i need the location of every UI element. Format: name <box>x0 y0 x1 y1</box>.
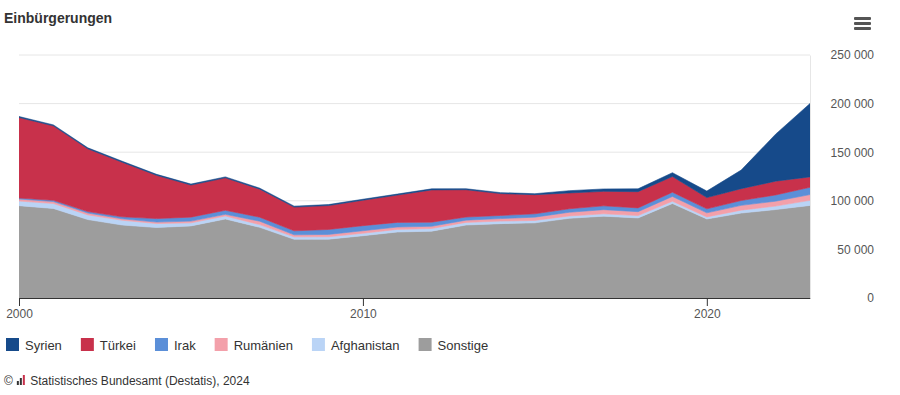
areas <box>19 104 810 298</box>
legend-swatch[interactable] <box>419 338 432 351</box>
y-axis-line <box>810 56 811 299</box>
legend-item[interactable]: Afghanistan <box>312 338 400 353</box>
legend-label[interactable]: Syrien <box>25 338 62 353</box>
y-tick-label: 150 000 <box>831 146 875 160</box>
y-axis: 0 50 000 100 000 150 000 200 000 250 000 <box>810 48 874 305</box>
menu-icon-bar[interactable] <box>854 22 871 25</box>
legend-swatch[interactable] <box>215 338 228 351</box>
legend-swatch[interactable] <box>6 338 19 351</box>
x-tick-label: 2010 <box>350 307 377 321</box>
x-axis-line <box>20 298 811 299</box>
source-copyright: © <box>4 374 13 388</box>
y-tick: 0 <box>810 291 874 305</box>
grid-line <box>19 55 810 56</box>
source-text: © Statistisches Bundesamt (Destatis), 20… <box>4 374 250 388</box>
legend-label[interactable]: Türkei <box>100 338 136 353</box>
menu-icon-bar[interactable] <box>854 27 871 30</box>
y-tick: 200 000 <box>810 97 874 111</box>
legend-label[interactable]: Irak <box>174 338 196 353</box>
x-axis: 2000 2010 2020 <box>6 298 810 321</box>
legend-item[interactable]: Syrien <box>6 338 62 353</box>
x-tick-label: 2020 <box>694 307 721 321</box>
y-tick-label: 50 000 <box>837 243 874 257</box>
legend-label[interactable]: Afghanistan <box>331 338 400 353</box>
x-tick: 2020 <box>694 298 721 321</box>
legend-swatch[interactable] <box>155 338 168 351</box>
source-logo-bar <box>20 378 22 385</box>
legend-label[interactable]: Rumänien <box>234 338 293 353</box>
legend-swatch[interactable] <box>312 338 325 351</box>
source-logo-bar <box>23 375 25 385</box>
y-tick-label: 100 000 <box>831 194 875 208</box>
menu-icon-bar[interactable] <box>854 17 871 20</box>
y-tick: 250 000 <box>810 48 874 62</box>
legend-swatch[interactable] <box>81 338 94 351</box>
source-rest: Statistisches Bundesamt (Destatis), 2024 <box>27 374 250 388</box>
title: Einbürgerungen <box>4 10 112 26</box>
grid-line <box>19 152 810 153</box>
grid-line <box>19 103 810 104</box>
area-syrien <box>19 104 810 208</box>
x-tick-mark <box>19 298 20 306</box>
y-tick: 50 000 <box>810 243 874 257</box>
x-tick-mark <box>363 298 364 306</box>
x-tick-label: 2000 <box>6 307 33 321</box>
legend-item[interactable]: Irak <box>155 338 196 353</box>
legend-label[interactable]: Sonstige <box>438 338 489 353</box>
source-logo <box>17 375 25 385</box>
legend-item[interactable]: Sonstige <box>419 338 489 353</box>
y-tick-label: 250 000 <box>831 48 875 62</box>
menu-icon[interactable] <box>854 17 871 30</box>
x-tick: 2000 <box>6 298 33 321</box>
source: © Statistisches Bundesamt (Destatis), 20… <box>4 374 250 388</box>
legend: Syrien Türkei Irak Rumänien Afghanistan Sonst… <box>6 338 488 353</box>
y-tick: 150 000 <box>810 146 874 160</box>
y-tick: 100 000 <box>810 194 874 208</box>
grid <box>19 55 810 298</box>
x-tick: 2010 <box>350 298 377 321</box>
area-t-rkei <box>19 118 810 231</box>
legend-item[interactable]: Türkei <box>81 338 136 353</box>
chart: Einbürgerungen 2000 2010 2020 0 50 000 100 000… <box>0 0 900 395</box>
y-tick-label: 200 000 <box>831 97 875 111</box>
x-tick-mark <box>707 298 708 306</box>
legend-item[interactable]: Rumänien <box>215 338 293 353</box>
source-logo-bar <box>17 381 19 385</box>
y-tick-label: 0 <box>867 291 874 305</box>
